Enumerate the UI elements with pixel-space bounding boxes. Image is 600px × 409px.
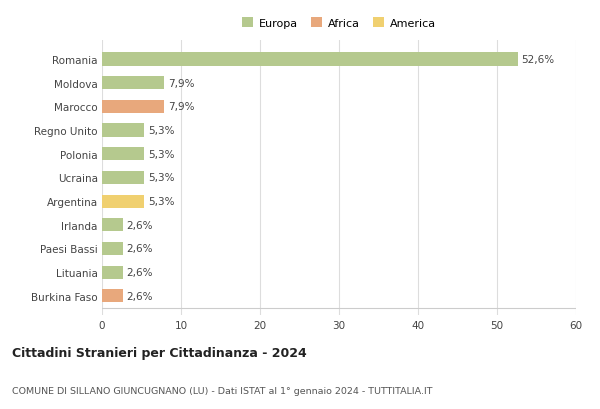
Text: 5,3%: 5,3%	[148, 149, 175, 159]
Bar	[102, 171, 144, 184]
Text: 7,9%: 7,9%	[169, 102, 195, 112]
Bar	[102, 53, 518, 66]
Bar	[102, 77, 164, 90]
Bar	[102, 195, 144, 208]
Bar	[102, 219, 122, 231]
Text: 52,6%: 52,6%	[521, 55, 554, 65]
Bar	[102, 124, 144, 137]
Text: 7,9%: 7,9%	[169, 79, 195, 88]
Bar	[102, 148, 144, 161]
Text: 2,6%: 2,6%	[127, 291, 153, 301]
Text: 2,6%: 2,6%	[127, 220, 153, 230]
Legend: Europa, Africa, America: Europa, Africa, America	[238, 13, 440, 33]
Text: Cittadini Stranieri per Cittadinanza - 2024: Cittadini Stranieri per Cittadinanza - 2…	[12, 346, 307, 359]
Bar	[102, 101, 164, 114]
Text: 2,6%: 2,6%	[127, 244, 153, 254]
Text: 5,3%: 5,3%	[148, 197, 175, 207]
Text: 2,6%: 2,6%	[127, 267, 153, 277]
Text: COMUNE DI SILLANO GIUNCUGNANO (LU) - Dati ISTAT al 1° gennaio 2024 - TUTTITALIA.: COMUNE DI SILLANO GIUNCUGNANO (LU) - Dat…	[12, 386, 433, 395]
Text: 5,3%: 5,3%	[148, 173, 175, 183]
Text: 5,3%: 5,3%	[148, 126, 175, 136]
Bar	[102, 242, 122, 255]
Bar	[102, 266, 122, 279]
Bar	[102, 290, 122, 303]
